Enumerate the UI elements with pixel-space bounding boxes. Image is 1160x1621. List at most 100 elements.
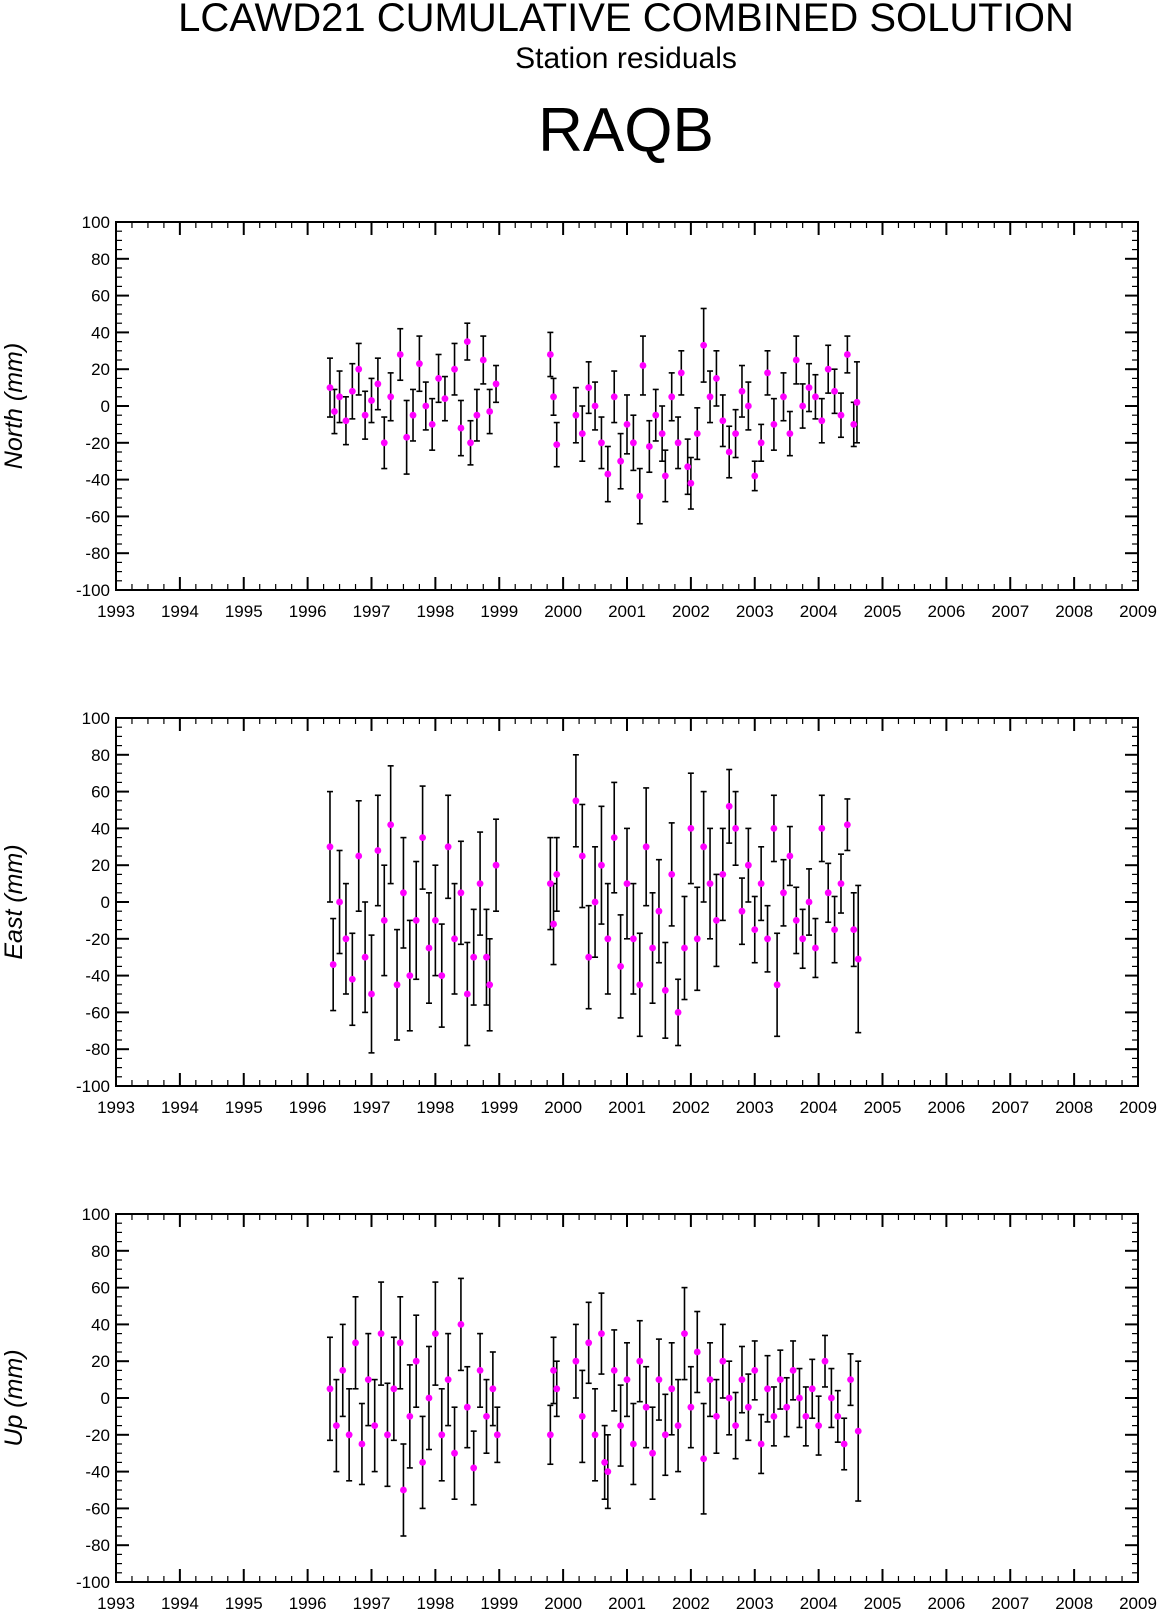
north-data-point: [725, 448, 733, 456]
east-data-point: [799, 935, 807, 943]
north-data-point: [629, 439, 637, 447]
east-x-tick-label: 2004: [800, 1098, 838, 1117]
north-data-point: [732, 430, 739, 437]
north-data-point: [572, 411, 580, 419]
north-data-point: [831, 387, 838, 395]
north-data-point: [368, 397, 375, 404]
north-data-point: [693, 430, 701, 437]
up-x-tick-label: 2005: [864, 1594, 902, 1613]
up-data-point: [700, 1455, 708, 1463]
east-data-point: [329, 961, 337, 968]
east-data-point: [649, 944, 656, 952]
up-data-point: [489, 1385, 497, 1393]
up-data-point: [776, 1376, 784, 1383]
up-x-tick-label: 2000: [544, 1594, 582, 1613]
north-data-point: [342, 417, 350, 425]
north-data-point: [780, 393, 787, 401]
up-x-tick-label: 2002: [672, 1594, 710, 1613]
east-data-point: [598, 861, 605, 869]
east-data-point: [355, 852, 363, 860]
north-x-tick-label: 2009: [1119, 602, 1157, 621]
north-y-tick-label: -40: [85, 471, 110, 490]
east-data-point: [757, 880, 765, 887]
up-data-point: [463, 1403, 471, 1411]
north-data-point: [591, 402, 599, 410]
east-x-tick-label: 1996: [289, 1098, 327, 1117]
up-data-point: [598, 1330, 605, 1337]
north-data-point: [751, 472, 759, 480]
north-data-point: [550, 393, 557, 401]
up-data-point: [358, 1440, 366, 1448]
north-x-tick-label: 1999: [480, 602, 518, 621]
up-data-point: [396, 1339, 404, 1347]
up-x-tick-label: 1996: [289, 1594, 327, 1613]
up-y-tick-label: 40: [91, 1315, 110, 1334]
east-data-point: [732, 825, 739, 832]
north-x-tick-label: 2005: [864, 602, 902, 621]
north-data-point: [805, 384, 813, 391]
north-y-tick-label: 60: [91, 287, 110, 306]
east-data-point: [623, 880, 631, 887]
east-data-point: [470, 953, 478, 961]
east-data-point: [374, 847, 382, 854]
north-data-point: [713, 375, 720, 382]
north-data-point: [843, 351, 851, 358]
east-data-point: [642, 843, 650, 851]
up-x-tick-label: 1999: [480, 1594, 518, 1613]
east-data-point: [553, 871, 561, 878]
up-x-tick-label: 2009: [1119, 1594, 1157, 1613]
east-data-point: [342, 935, 350, 943]
up-x-tick-label: 2004: [800, 1594, 838, 1613]
east-data-point: [655, 907, 663, 915]
east-data-point: [837, 880, 845, 887]
north-data-point: [492, 380, 500, 388]
up-y-tick-label: -20: [85, 1426, 110, 1445]
east-data-point: [629, 935, 637, 943]
up-data-point: [617, 1422, 625, 1429]
up-x-tick-label: 1998: [416, 1594, 454, 1613]
up-data-point: [412, 1357, 420, 1365]
north-data-point: [467, 439, 474, 447]
north-y-tick-label: 80: [91, 250, 110, 269]
up-data-point: [601, 1459, 609, 1466]
north-x-tick-label: 2006: [927, 602, 965, 621]
east-x-tick-label: 1999: [480, 1098, 518, 1117]
up-data-point: [470, 1464, 478, 1472]
up-data-point: [770, 1413, 778, 1420]
north-data-point: [764, 369, 771, 377]
up-data-point: [713, 1413, 720, 1420]
up-data-point: [610, 1367, 618, 1374]
east-data-point: [463, 990, 471, 998]
up-y-axis-label: Up (mm): [0, 1349, 28, 1446]
east-y-tick-label: 100: [82, 709, 110, 728]
east-data-point: [773, 981, 781, 989]
north-data-point: [441, 395, 449, 403]
north-data-point: [824, 365, 832, 373]
north-data-point: [719, 417, 727, 425]
up-data-point: [364, 1376, 372, 1383]
north-x-tick-label: 2008: [1055, 602, 1093, 621]
east-data-point: [661, 986, 669, 994]
north-data-point: [770, 421, 778, 428]
north-x-tick-label: 1994: [161, 602, 199, 621]
east-data-point: [786, 852, 794, 860]
up-data-point: [751, 1367, 759, 1374]
east-data-point: [681, 944, 688, 952]
north-data-point: [853, 398, 861, 406]
east-data-point: [348, 975, 356, 983]
up-y-tick-label: -60: [85, 1499, 110, 1518]
up-data-point: [476, 1367, 484, 1374]
up-data-point: [572, 1357, 580, 1365]
north-y-tick-label: 40: [91, 323, 110, 342]
north-data-point: [818, 417, 826, 425]
east-data-point: [751, 926, 759, 933]
north-data-point: [636, 492, 644, 500]
north-data-point: [326, 384, 334, 391]
north-data-point: [553, 441, 561, 449]
up-x-tick-label: 2001: [608, 1594, 646, 1613]
east-y-tick-label: -80: [85, 1040, 110, 1059]
east-data-point: [412, 917, 420, 924]
north-x-tick-label: 2004: [800, 602, 838, 621]
up-data-point: [431, 1330, 439, 1337]
